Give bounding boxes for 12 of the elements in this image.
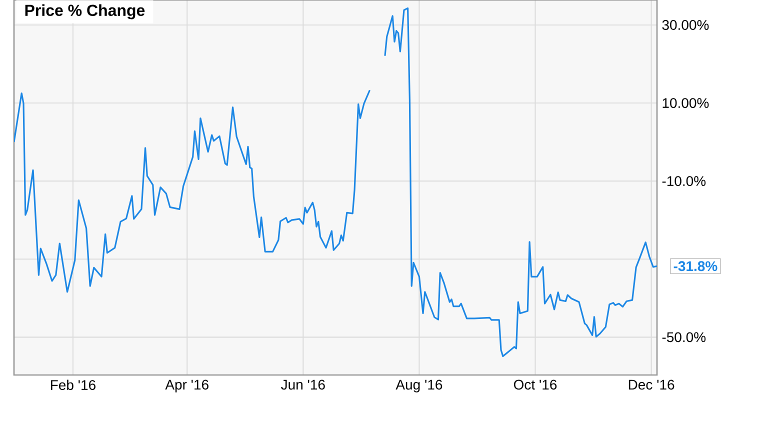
y-tick-label: -10.0%: [662, 176, 706, 186]
x-tick-label: Jun '16: [281, 380, 325, 390]
annotation: -31.8%: [674, 261, 718, 272]
y-tick-label: 10.00%: [662, 98, 709, 108]
y-tick-label: -50.0%: [662, 332, 706, 342]
x-tick-label: Aug '16: [396, 380, 442, 392]
x-tick-label: Apr '16: [165, 380, 208, 392]
y-tick-label: 30.00%: [662, 20, 709, 30]
chart-title: Price % Change: [25, 4, 145, 20]
x-tick-label: Oct '16: [514, 380, 557, 390]
x-tick-label: Dec '16: [628, 380, 674, 390]
x-tick-label: Feb '16: [50, 380, 96, 390]
